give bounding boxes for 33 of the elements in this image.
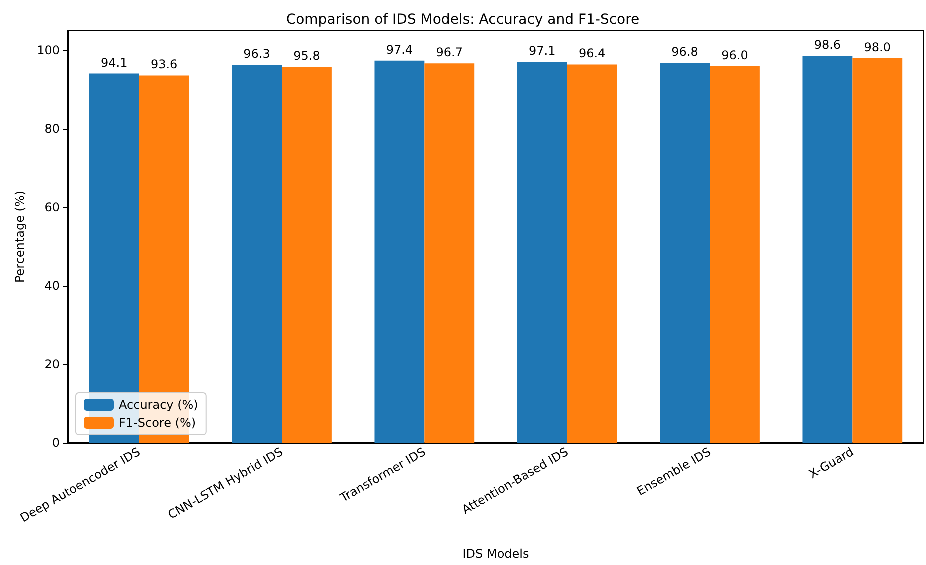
data-label: 96.3 (244, 47, 270, 62)
legend-label: Accuracy (%) (119, 398, 198, 412)
y-tick-label: 40 (44, 279, 60, 294)
data-label: 97.4 (386, 42, 414, 57)
data-label: 96.7 (436, 46, 463, 60)
data-label: 94.1 (101, 56, 128, 70)
bar (710, 66, 760, 443)
data-label: 96.8 (672, 45, 698, 60)
data-label: 93.6 (150, 58, 178, 72)
y-tick-label: 20 (44, 358, 60, 372)
y-tick-label: 100 (37, 44, 60, 58)
bar (802, 56, 853, 443)
bar (424, 64, 475, 443)
bar (374, 60, 425, 443)
y-tick-label: 60 (44, 200, 60, 215)
legend-label: F1-Score (%) (119, 416, 196, 430)
y-tick-label: 80 (44, 122, 60, 136)
chart-title: Comparison of IDS Models: Accuracy and F1-Score (286, 12, 640, 28)
bar (660, 63, 710, 443)
data-label: 97.1 (529, 44, 556, 58)
y-tick-label: 0 (52, 436, 60, 450)
data-label: 96.0 (722, 48, 748, 62)
x-axis-title: IDS Models (462, 547, 530, 561)
data-label: 95.8 (294, 49, 320, 64)
y-axis-title: Percentage (%) (13, 190, 27, 284)
data-label: 98.0 (864, 40, 891, 54)
data-label: 96.4 (578, 46, 606, 61)
bar (232, 65, 282, 443)
bar (567, 64, 618, 443)
bar (517, 62, 568, 443)
bar (282, 67, 332, 443)
bar (852, 58, 903, 443)
data-label: 98.6 (814, 38, 842, 52)
